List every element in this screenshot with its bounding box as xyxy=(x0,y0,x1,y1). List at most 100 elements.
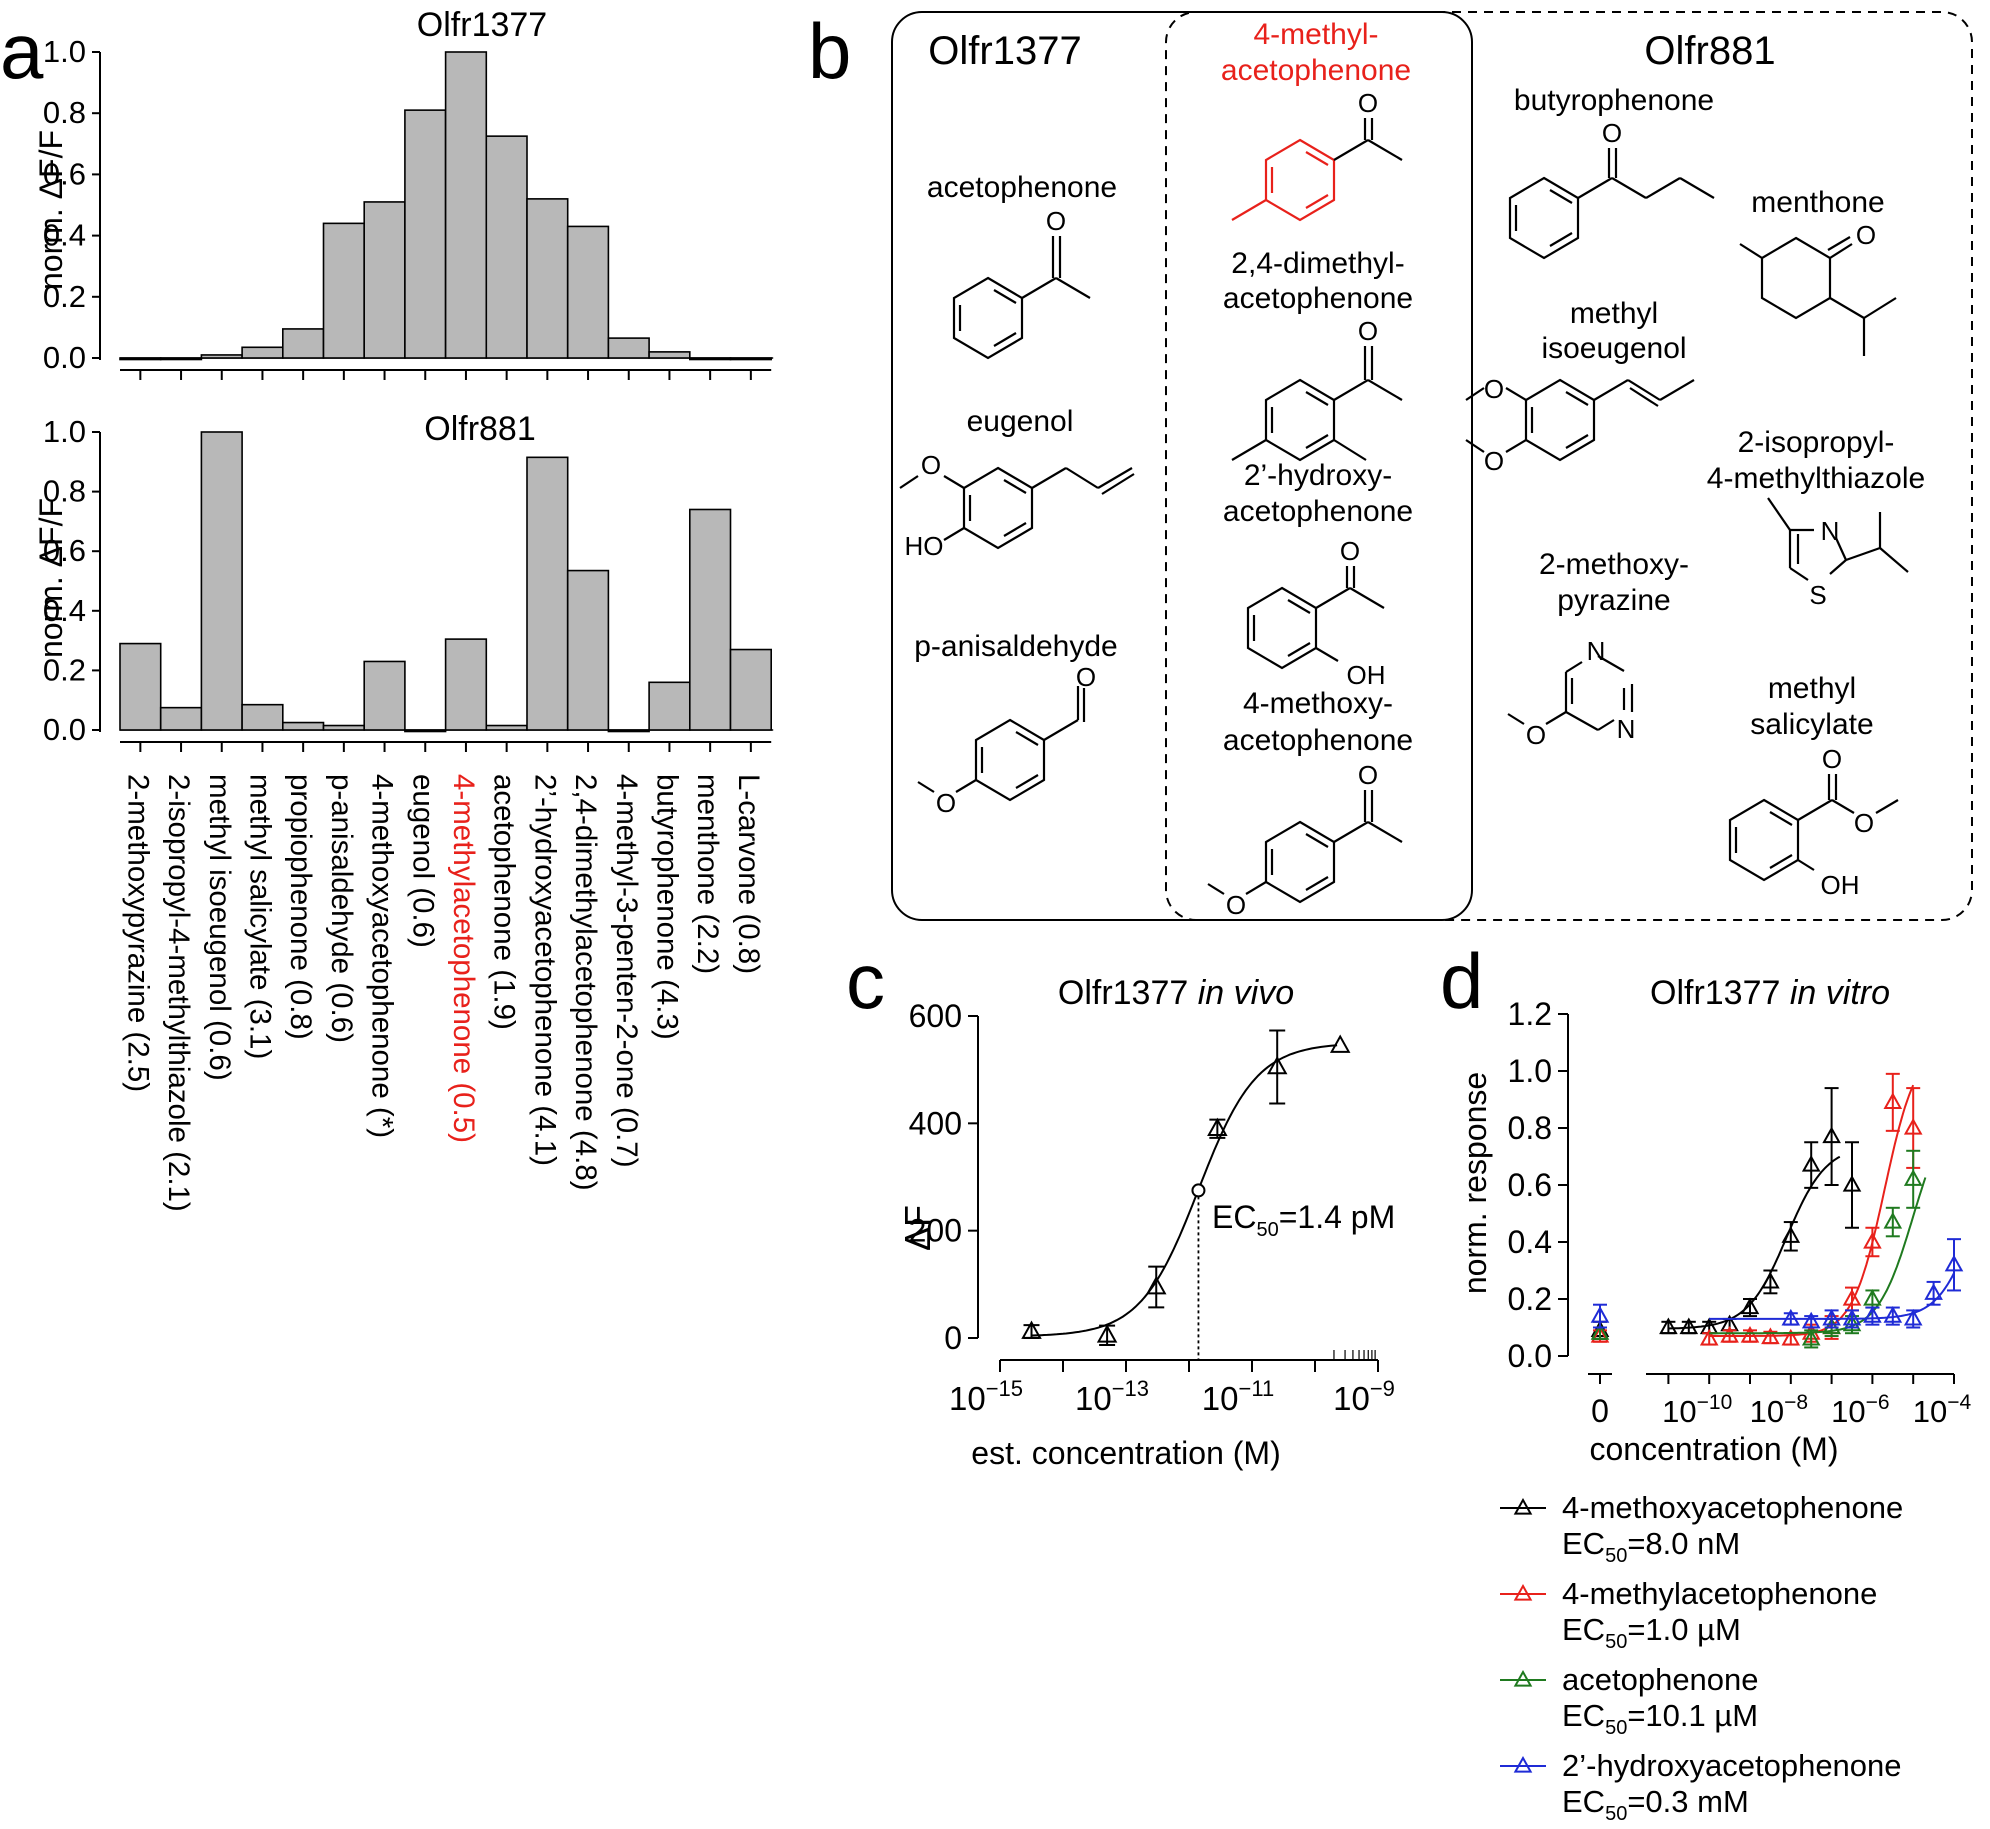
bar xyxy=(688,357,732,361)
structure-4-methoxyacetophenone xyxy=(1207,790,1403,904)
y-tick-label: 0.0 xyxy=(43,712,86,747)
bar xyxy=(729,648,773,731)
y-axis-label-bottom: norm. ΔF/F xyxy=(33,498,69,658)
structure-2-hydroxyacetophenone xyxy=(1246,566,1385,670)
compound-axis-labels: 2-methoxypyrazine (2.5) 2-isopropyl-4-met… xyxy=(121,774,764,1212)
compound-methyl-salicylate-line1: methyl xyxy=(1768,672,1856,705)
bar xyxy=(607,337,650,359)
x-tick-label: 10−9 xyxy=(1333,1376,1395,1417)
compound-2-methoxypyrazine-line1: 2-methoxy- xyxy=(1539,548,1689,581)
data-point xyxy=(1761,1271,1780,1289)
group-label-olfr1377: Olfr1377 xyxy=(928,29,1081,73)
atom-o-acetophenone: O xyxy=(1046,206,1066,236)
atom-o-anisaldehyde: O xyxy=(1076,662,1096,692)
compound-butyrophenone: butyrophenone xyxy=(1514,84,1714,117)
legend-ec50: EC50=10.1 µM xyxy=(1562,1698,1758,1739)
structure-p-anisaldehyde xyxy=(917,686,1086,802)
compound-4-methoxyacetophenone-line2: acetophenone xyxy=(1223,724,1413,757)
bar xyxy=(485,724,528,731)
x-tick-label: 10−15 xyxy=(949,1376,1023,1417)
y-tick-label: 0.6 xyxy=(1508,1167,1552,1203)
bar xyxy=(119,642,162,731)
x-tick-label: 10−8 xyxy=(1750,1391,1808,1429)
y-tick-label: 1.2 xyxy=(1508,996,1552,1032)
x-tick-label-zero: 0 xyxy=(1591,1393,1609,1429)
y-tick-label: 1.0 xyxy=(1508,1053,1552,1089)
bar xyxy=(159,357,203,361)
y-tick-label: 0.4 xyxy=(43,593,86,628)
atom-n-thiazole: N xyxy=(1821,516,1840,546)
bar xyxy=(281,328,325,359)
panel-letter-d: d xyxy=(1440,937,1483,1025)
data-point xyxy=(1924,1283,1943,1300)
compound-4-methylacetophenone-line1: 4-methyl- xyxy=(1253,18,1378,51)
compound-label: 2-isopropyl-4-methylthiazole (2.1) xyxy=(162,774,195,1212)
data-point xyxy=(1266,1055,1288,1075)
compound-2-methoxypyrazine-line2: pyrazine xyxy=(1557,584,1670,617)
atom-s-thiazole: S xyxy=(1809,580,1826,610)
data-point xyxy=(1883,1306,1903,1323)
panel-d: d Olfr1377 in vitro norm. response conce… xyxy=(1440,937,1972,1825)
y-tick-label: 1.0 xyxy=(43,34,86,69)
chart-olfr881-bars: Olfr881 norm. ΔF/F 0.0 0.2 0.4 0.6 0.8 1.0 xyxy=(33,410,774,752)
data-point xyxy=(1720,1326,1739,1343)
x-tick-label: 10−10 xyxy=(1662,1391,1732,1429)
data-point xyxy=(1781,1328,1801,1346)
compound-2-hydroxyacetophenone-line1: 2’-hydroxy- xyxy=(1244,459,1392,492)
y-tick-label: 0.0 xyxy=(1508,1338,1552,1374)
x-tick-label: 10−6 xyxy=(1831,1391,1889,1429)
legend-label: acetophenone xyxy=(1562,1662,1759,1697)
legend-label: 4-methylacetophenone xyxy=(1562,1576,1877,1611)
chart-title-in-vitro: Olfr1377 in vitro xyxy=(1650,974,1890,1012)
compound-2-4-dimethylacetophenone-line2: acetophenone xyxy=(1223,282,1413,315)
bar xyxy=(485,135,528,359)
atom-o2-anisaldehyde: O xyxy=(936,788,956,818)
dose-response-in-vivo: 0 200 400 600 10−15 10−13 10−11 10−9 xyxy=(909,998,1395,1417)
structure-menthone xyxy=(1739,236,1897,356)
structure-methyl-salicylate xyxy=(1728,774,1899,882)
data-point xyxy=(1740,1326,1760,1343)
y-tick-label: 600 xyxy=(909,998,962,1034)
olfr1377-group-box xyxy=(891,11,1473,921)
data-point xyxy=(1883,1212,1903,1229)
compound-label: butyrophenone (4.3) xyxy=(650,774,683,1040)
x-tick-label: 10−13 xyxy=(1075,1376,1149,1417)
y-axis-label-top: norm. ΔF/F xyxy=(33,130,69,290)
compound-label: methyl salicylate (3.1) xyxy=(243,774,276,1059)
y-tick-label: 0.4 xyxy=(43,218,86,253)
structure-4-methylacetophenone xyxy=(1231,138,1336,222)
y-tick-label: 0.2 xyxy=(1508,1281,1552,1317)
atom-o-methoxypyrazine: O xyxy=(1526,720,1546,750)
legend-ec50: EC50=8.0 nM xyxy=(1562,1526,1740,1567)
y-axis-label-d: norm. response xyxy=(1457,1072,1493,1294)
atom-o2-methylsalicylate: O xyxy=(1854,808,1874,838)
legend-marker xyxy=(1513,1583,1533,1601)
bar xyxy=(322,724,366,731)
dose-response-in-vitro: 0.0 0.2 0.4 0.6 0.8 1.0 1.2 0 10−10 10−8 10−6 10−4 xyxy=(1508,996,1972,1429)
panel-a: a Olfr1377 norm. ΔF/F 0.0 0.2 0.4 0.6 0.8 1.0… xyxy=(0,6,774,1212)
data-point xyxy=(1903,1308,1923,1326)
compound-p-anisaldehyde: p-anisaldehyde xyxy=(914,630,1117,663)
compound-2-4-dimethylacetophenone-line1: 2,4-dimethyl- xyxy=(1231,247,1404,280)
compound-2-isopropyl-4-methylthiazole-line2: 4-methylthiazole xyxy=(1707,462,1925,495)
bar xyxy=(688,508,732,731)
data-point xyxy=(1822,1126,1841,1144)
structure-2-4-dimethylacetophenone xyxy=(1231,346,1403,462)
data-point xyxy=(1740,1297,1760,1315)
atom-o-dimethylacetophenone: O xyxy=(1358,316,1378,346)
y-tick-label: 0.0 xyxy=(43,340,86,375)
y-tick-label: 0.4 xyxy=(1508,1224,1552,1260)
compound-label: 4-methyl-3-penten-2-one (0.7) xyxy=(610,774,643,1168)
compound-label: propiophenone (0.8) xyxy=(284,774,317,1040)
atom-n1-methoxypyrazine: N xyxy=(1587,636,1606,666)
ec50-annotation-c: EC50=1.4 pM xyxy=(1212,1199,1395,1241)
compound-eugenol: eugenol xyxy=(967,405,1074,438)
data-point xyxy=(1096,1324,1118,1343)
compound-label: menthone (2.2) xyxy=(691,774,724,974)
bar xyxy=(566,225,610,359)
data-point xyxy=(1781,1308,1801,1326)
y-tick-label: 200 xyxy=(909,1213,962,1249)
atom-oh-methylsalicylate: OH xyxy=(1821,870,1860,900)
data-point xyxy=(1021,1320,1042,1339)
